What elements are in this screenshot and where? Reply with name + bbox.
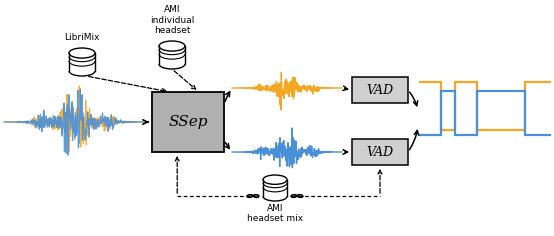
- Text: VAD: VAD: [366, 84, 393, 97]
- FancyBboxPatch shape: [352, 77, 408, 103]
- Text: LibriMix: LibriMix: [64, 33, 100, 42]
- FancyBboxPatch shape: [352, 139, 408, 165]
- Text: AMI
headset mix: AMI headset mix: [247, 204, 303, 223]
- Text: SSep: SSep: [168, 115, 208, 129]
- Text: AMI
individual
headset: AMI individual headset: [150, 5, 194, 35]
- FancyBboxPatch shape: [152, 92, 224, 152]
- Text: VAD: VAD: [366, 146, 393, 159]
